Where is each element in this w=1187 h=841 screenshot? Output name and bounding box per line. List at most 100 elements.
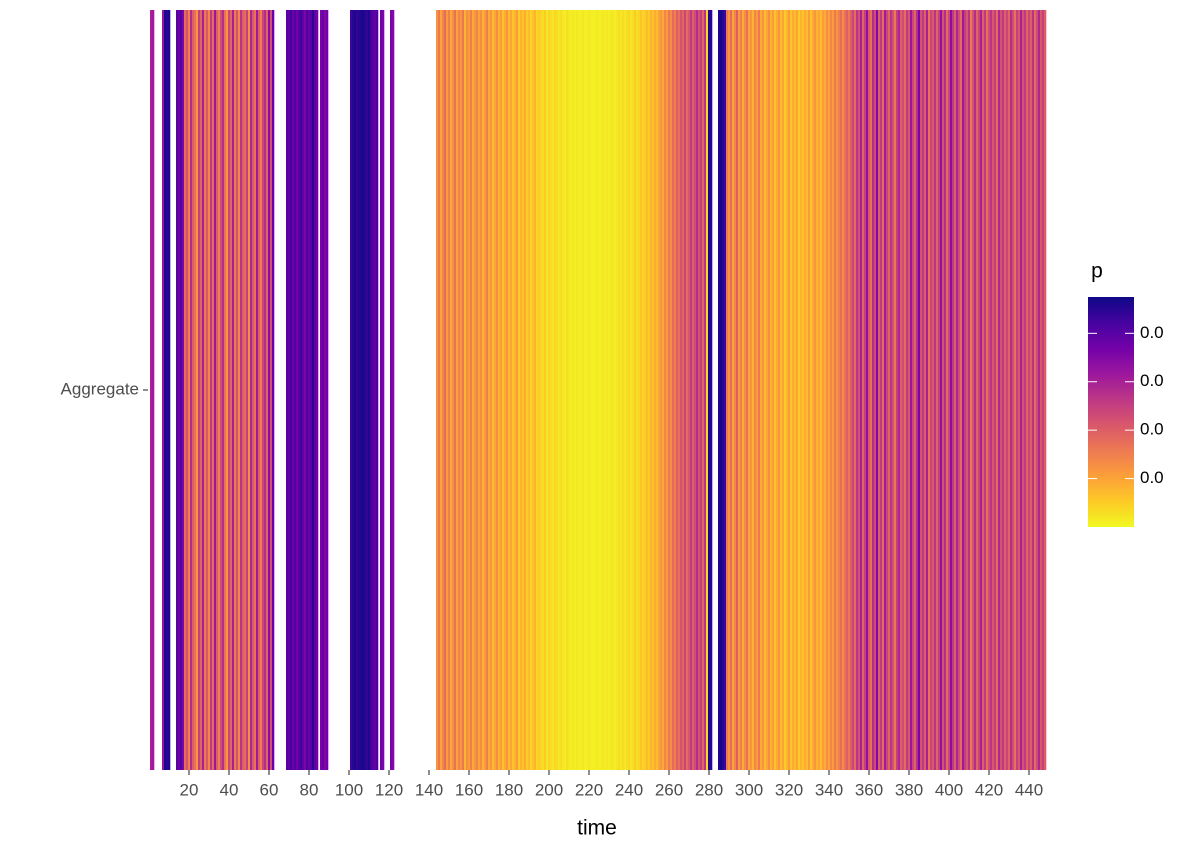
tile bbox=[390, 10, 393, 770]
tile bbox=[262, 10, 265, 770]
tile bbox=[858, 10, 861, 770]
tile bbox=[242, 10, 245, 770]
x-tick-label: 180 bbox=[495, 780, 523, 799]
tile bbox=[776, 10, 779, 770]
tile bbox=[664, 10, 667, 770]
tile bbox=[924, 10, 927, 770]
tile bbox=[638, 10, 641, 770]
tile bbox=[780, 10, 783, 770]
tile bbox=[206, 10, 209, 770]
tile bbox=[198, 10, 201, 770]
tile bbox=[1026, 10, 1029, 770]
tile bbox=[772, 10, 775, 770]
tile bbox=[512, 10, 515, 770]
tile bbox=[912, 10, 915, 770]
tile bbox=[268, 10, 271, 770]
tile bbox=[824, 10, 827, 770]
tile bbox=[374, 10, 377, 770]
tile bbox=[988, 10, 991, 770]
tile bbox=[322, 10, 325, 770]
x-tick-label: 60 bbox=[260, 780, 279, 799]
tile bbox=[860, 10, 863, 770]
tile bbox=[444, 10, 447, 770]
tile bbox=[928, 10, 931, 770]
tile bbox=[864, 10, 867, 770]
tile bbox=[350, 10, 353, 770]
tile bbox=[936, 10, 939, 770]
tile bbox=[764, 10, 767, 770]
tile bbox=[438, 10, 441, 770]
tile bbox=[552, 10, 555, 770]
tile bbox=[1030, 10, 1033, 770]
tile bbox=[320, 10, 323, 770]
tile bbox=[778, 10, 781, 770]
tile bbox=[604, 10, 607, 770]
x-tick-label: 400 bbox=[935, 780, 963, 799]
tile bbox=[826, 10, 829, 770]
tile bbox=[480, 10, 483, 770]
tile bbox=[710, 10, 713, 770]
tile bbox=[726, 10, 729, 770]
tile bbox=[756, 10, 759, 770]
tile bbox=[952, 10, 955, 770]
tile bbox=[786, 10, 789, 770]
tile bbox=[596, 10, 599, 770]
tile bbox=[1020, 10, 1023, 770]
x-tick-label: 100 bbox=[335, 780, 363, 799]
tile bbox=[448, 10, 451, 770]
tile bbox=[248, 10, 251, 770]
tile bbox=[660, 10, 663, 770]
tile bbox=[452, 10, 455, 770]
tile bbox=[640, 10, 643, 770]
tile bbox=[762, 10, 765, 770]
tile bbox=[732, 10, 735, 770]
tile bbox=[598, 10, 601, 770]
tile bbox=[918, 10, 921, 770]
tile bbox=[984, 10, 987, 770]
tile bbox=[364, 10, 367, 770]
tiles bbox=[150, 10, 1047, 770]
tile bbox=[736, 10, 739, 770]
tile bbox=[620, 10, 623, 770]
tile bbox=[850, 10, 853, 770]
tile bbox=[1008, 10, 1011, 770]
tile bbox=[672, 10, 675, 770]
tile bbox=[490, 10, 493, 770]
tile bbox=[538, 10, 541, 770]
tile bbox=[180, 10, 183, 770]
tile bbox=[222, 10, 225, 770]
tile bbox=[608, 10, 611, 770]
tile bbox=[462, 10, 465, 770]
tile bbox=[292, 10, 295, 770]
tile bbox=[450, 10, 453, 770]
tile bbox=[442, 10, 445, 770]
tile bbox=[360, 10, 363, 770]
tile bbox=[290, 10, 293, 770]
tile bbox=[668, 10, 671, 770]
tile bbox=[590, 10, 593, 770]
tile bbox=[564, 10, 567, 770]
tile bbox=[734, 10, 737, 770]
tile bbox=[642, 10, 645, 770]
x-tick-label: 140 bbox=[415, 780, 443, 799]
x-tick-label: 260 bbox=[655, 780, 683, 799]
tile bbox=[544, 10, 547, 770]
tile bbox=[366, 10, 369, 770]
tile bbox=[654, 10, 657, 770]
tile bbox=[518, 10, 521, 770]
tile bbox=[652, 10, 655, 770]
tile bbox=[168, 10, 171, 770]
tile bbox=[836, 10, 839, 770]
tile bbox=[484, 10, 487, 770]
tile bbox=[504, 10, 507, 770]
tile bbox=[678, 10, 681, 770]
tile bbox=[218, 10, 221, 770]
tile bbox=[256, 10, 259, 770]
tile bbox=[618, 10, 621, 770]
tile bbox=[682, 10, 685, 770]
tile bbox=[630, 10, 633, 770]
tile bbox=[200, 10, 203, 770]
tile bbox=[866, 10, 869, 770]
tile bbox=[816, 10, 819, 770]
tile bbox=[252, 10, 255, 770]
